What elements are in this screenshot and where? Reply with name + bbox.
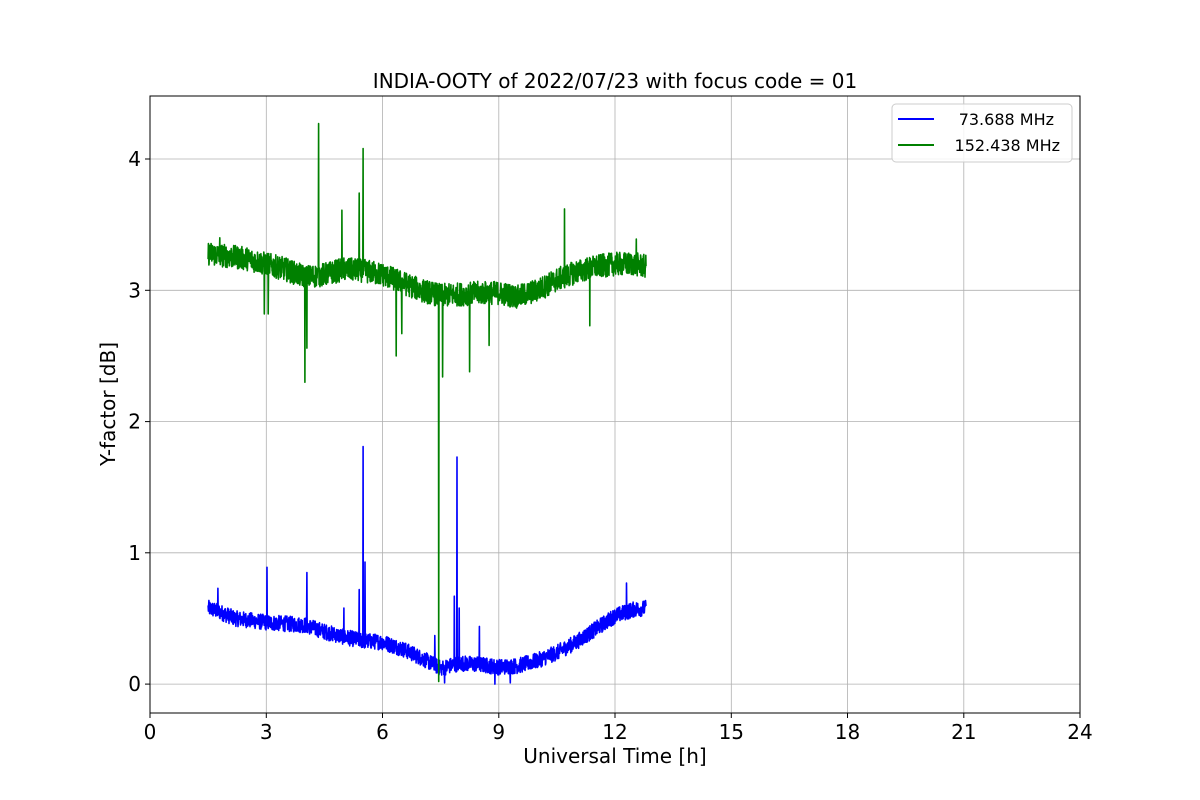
y-tick-label: 4 [128,147,141,171]
y-axis-label: Y-factor [dB] [96,342,120,467]
x-tick-label: 3 [260,720,273,744]
series-layer [207,122,647,685]
x-axis-label: Universal Time [h] [523,744,706,768]
x-tick-label: 15 [719,720,744,744]
y-tick-label: 1 [128,541,141,565]
legend: 73.688 MHz 152.438 MHz [891,103,1073,163]
series-line-1 [207,122,647,683]
x-tick-label: 18 [835,720,860,744]
x-tick-label: 12 [602,720,627,744]
x-tick-label: 24 [1067,720,1092,744]
series-line-0 [207,445,647,685]
y-tick-label: 2 [128,410,141,434]
x-tick-label: 21 [951,720,976,744]
legend-label-73mhz: 73.688 MHz [959,110,1054,129]
x-tick-label: 9 [492,720,505,744]
legend-label-152mhz: 152.438 MHz [955,136,1060,155]
legend-box [891,103,1073,163]
x-tick-label: 6 [376,720,389,744]
y-tick-label: 3 [128,278,141,302]
y-tick-label: 0 [128,672,141,696]
x-tick-label: 0 [144,720,157,744]
chart-title: INDIA-OOTY of 2022/07/23 with focus code… [373,69,857,93]
